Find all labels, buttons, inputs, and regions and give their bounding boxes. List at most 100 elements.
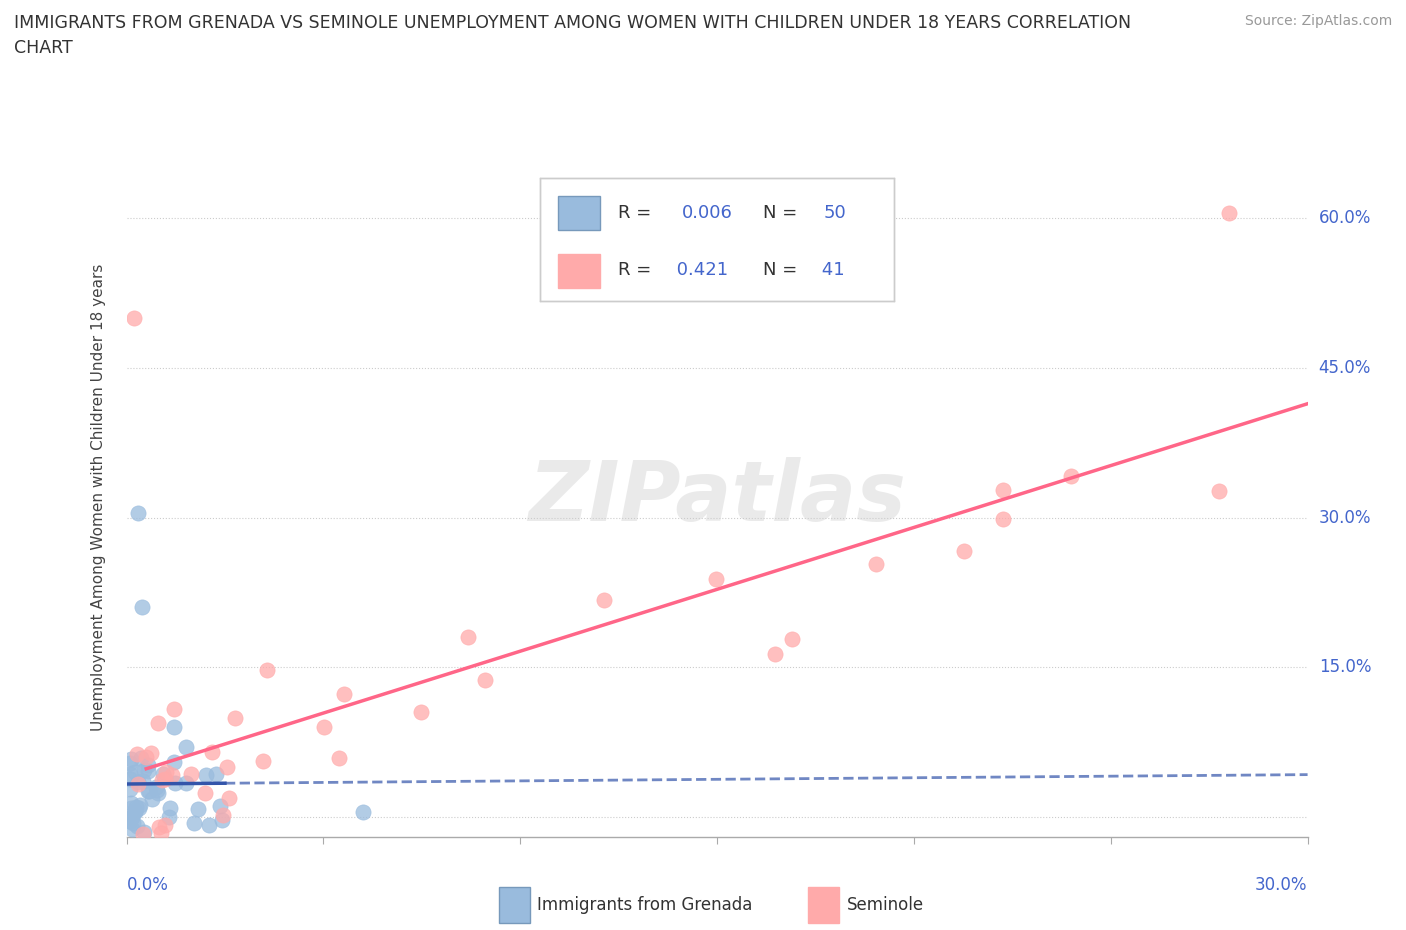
Point xyxy=(124,804,146,818)
Text: CHART: CHART xyxy=(14,39,73,57)
Point xyxy=(127,775,149,790)
Point xyxy=(122,815,145,830)
Text: 45.0%: 45.0% xyxy=(1319,359,1371,377)
Point xyxy=(328,751,350,765)
Point xyxy=(333,686,356,701)
Point xyxy=(120,755,142,770)
Point xyxy=(120,795,142,810)
Point xyxy=(160,767,183,782)
Point xyxy=(218,791,240,806)
Point xyxy=(131,600,153,615)
Text: Seminole: Seminole xyxy=(846,896,924,914)
Point xyxy=(457,630,479,644)
Point xyxy=(135,750,157,764)
Point xyxy=(183,816,205,830)
Point xyxy=(127,505,149,520)
Text: ZIPatlas: ZIPatlas xyxy=(529,457,905,538)
Point xyxy=(152,766,174,781)
Point xyxy=(125,800,148,815)
Point xyxy=(136,764,159,778)
Point xyxy=(176,776,198,790)
Point xyxy=(149,826,172,841)
Point xyxy=(205,766,228,781)
Point xyxy=(128,800,150,815)
Y-axis label: Unemployment Among Women with Children Under 18 years: Unemployment Among Women with Children U… xyxy=(91,264,105,731)
Point xyxy=(217,759,239,774)
Text: 60.0%: 60.0% xyxy=(1319,209,1371,227)
Point xyxy=(120,814,142,829)
Point xyxy=(180,766,202,781)
Point xyxy=(120,752,142,767)
Point xyxy=(129,798,152,813)
Point xyxy=(120,811,142,826)
Point xyxy=(136,758,159,773)
Text: Source: ZipAtlas.com: Source: ZipAtlas.com xyxy=(1244,14,1392,28)
Point xyxy=(146,786,169,801)
Text: 15.0%: 15.0% xyxy=(1319,658,1371,676)
Point xyxy=(211,813,233,828)
Point xyxy=(201,745,224,760)
Point xyxy=(145,779,167,794)
Point xyxy=(124,804,146,819)
Point xyxy=(155,764,177,779)
Text: 30.0%: 30.0% xyxy=(1319,509,1371,526)
Point xyxy=(252,753,274,768)
Point xyxy=(127,777,149,791)
Point xyxy=(141,791,163,806)
Point xyxy=(198,818,221,833)
Point xyxy=(120,772,142,787)
Point xyxy=(312,720,335,735)
Point xyxy=(782,631,804,646)
Point xyxy=(1208,484,1230,498)
Text: Immigrants from Grenada: Immigrants from Grenada xyxy=(537,896,752,914)
Point xyxy=(165,776,187,790)
Point xyxy=(146,715,169,730)
Point xyxy=(121,821,143,836)
Point xyxy=(352,804,374,819)
Point xyxy=(208,798,231,813)
Point xyxy=(174,739,197,754)
Point xyxy=(121,810,143,825)
Point xyxy=(150,773,173,788)
Point xyxy=(163,720,186,735)
Point xyxy=(256,662,278,677)
Point xyxy=(120,766,142,781)
Text: IMMIGRANTS FROM GRENADA VS SEMINOLE UNEMPLOYMENT AMONG WOMEN WITH CHILDREN UNDER: IMMIGRANTS FROM GRENADA VS SEMINOLE UNEM… xyxy=(14,14,1132,32)
Point xyxy=(865,557,887,572)
Point xyxy=(474,672,496,687)
Point xyxy=(132,763,155,777)
Point xyxy=(127,819,149,834)
Point xyxy=(138,784,160,799)
Point xyxy=(136,784,159,799)
Point xyxy=(195,768,218,783)
Point xyxy=(991,482,1014,497)
Point xyxy=(124,311,146,325)
Point xyxy=(187,802,209,817)
Point xyxy=(148,819,170,834)
Point xyxy=(124,764,146,779)
Point xyxy=(157,810,180,825)
Point xyxy=(706,572,728,587)
Point xyxy=(1218,206,1240,220)
Point xyxy=(139,745,162,760)
Point xyxy=(593,592,616,607)
Point xyxy=(163,701,186,716)
Point xyxy=(211,807,233,822)
Point xyxy=(194,786,217,801)
Text: 0.0%: 0.0% xyxy=(127,876,169,894)
Point xyxy=(132,774,155,789)
Point xyxy=(763,647,786,662)
Point xyxy=(132,824,155,839)
Point xyxy=(125,747,148,762)
Point xyxy=(120,781,142,796)
Point xyxy=(159,801,181,816)
Point xyxy=(953,543,976,558)
Text: 30.0%: 30.0% xyxy=(1256,876,1308,894)
Point xyxy=(155,772,177,787)
Point xyxy=(155,817,177,832)
Point xyxy=(991,512,1014,526)
Point xyxy=(145,782,167,797)
Point xyxy=(163,754,186,769)
Point xyxy=(120,800,142,815)
Point xyxy=(409,705,432,720)
